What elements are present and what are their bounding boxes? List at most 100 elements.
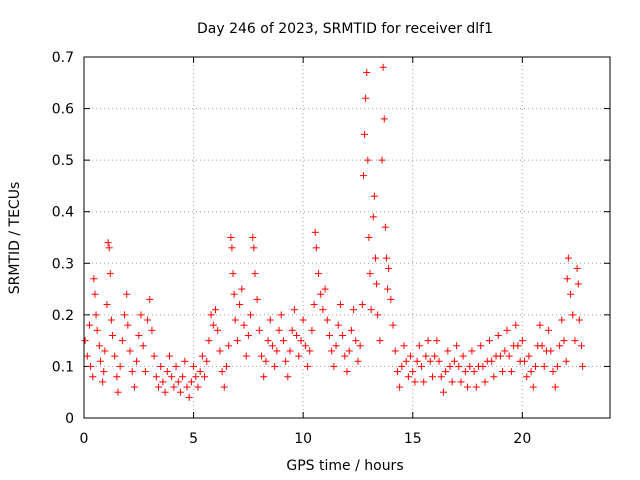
x-tick-label: 15 [404,431,422,447]
data-point [264,337,272,345]
data-point [139,342,147,350]
data-point [575,316,583,324]
data-point [556,342,564,350]
data-point [288,326,296,334]
data-point [468,347,476,355]
data-point [549,368,557,376]
data-point [547,347,555,355]
data-point [373,280,381,288]
data-point [567,290,575,298]
data-point [404,373,412,381]
data-point [130,383,138,391]
data-point [282,357,290,365]
data-point [531,362,539,370]
data-point [253,295,261,303]
data-point [512,321,520,329]
data-point [190,362,198,370]
data-point [163,368,171,376]
data-point [371,254,379,262]
data-point [242,352,250,360]
data-point [364,156,372,164]
data-point [216,347,224,355]
y-tick-label: 0.1 [52,359,74,375]
data-point [286,347,294,355]
data-point [105,244,113,252]
data-point [341,352,349,360]
data-point [428,373,436,381]
data-point [366,270,374,278]
data-point [362,94,370,102]
data-point [114,388,122,396]
data-point [295,352,303,360]
data-point [250,244,258,252]
data-point [369,213,377,221]
data-point [135,331,143,339]
data-point [89,373,97,381]
data-point [485,337,493,345]
data-point [525,352,533,360]
data-point [518,337,526,345]
data-point [448,378,456,386]
data-point [496,352,504,360]
data-point [380,115,388,123]
data-point [83,352,91,360]
data-point [240,321,248,329]
data-point [551,383,559,391]
data-point [505,352,513,360]
data-point [347,326,355,334]
data-point [350,306,358,314]
data-point [170,383,178,391]
x-tick-label: 20 [513,431,531,447]
data-point [133,357,141,365]
data-point [319,306,327,314]
data-point [494,331,502,339]
data-point [501,347,509,355]
data-point [150,352,158,360]
data-point [187,378,195,386]
data-point [137,311,145,319]
data-point [96,357,104,365]
data-point [306,347,314,355]
y-axis-label: SRMTID / TECUs [7,182,23,295]
data-point [391,347,399,355]
data-point [558,316,566,324]
data-point [128,368,136,376]
data-point [453,342,461,350]
x-tick-labels: 0 5 10 15 20 [80,431,532,447]
data-point [311,228,319,236]
data-point [426,357,434,365]
data-point [273,347,281,355]
data-point [144,316,152,324]
data-point [225,342,233,350]
data-point [146,295,154,303]
data-point [477,342,485,350]
data-point [402,357,410,365]
y-tick-label: 0.7 [52,50,74,66]
data-point [415,342,423,350]
data-point [81,337,89,345]
data-point [398,362,406,370]
data-point [536,321,544,329]
data-point [470,368,478,376]
data-point [569,311,577,319]
data-point [271,362,279,370]
plot-frame [83,56,611,419]
data-point [459,352,467,360]
data-point [466,362,474,370]
data-point [387,295,395,303]
data-point [461,368,469,376]
data-point [354,357,362,365]
data-point [431,352,439,360]
data-point [455,362,463,370]
data-point [523,373,531,381]
data-point [514,342,522,350]
data-point [389,321,397,329]
data-point [168,373,176,381]
data-point [231,316,239,324]
data-point [203,357,211,365]
data-point [424,337,432,345]
x-axis-label: GPS time / hours [286,458,403,474]
data-point [251,270,259,278]
data-point [376,337,384,345]
